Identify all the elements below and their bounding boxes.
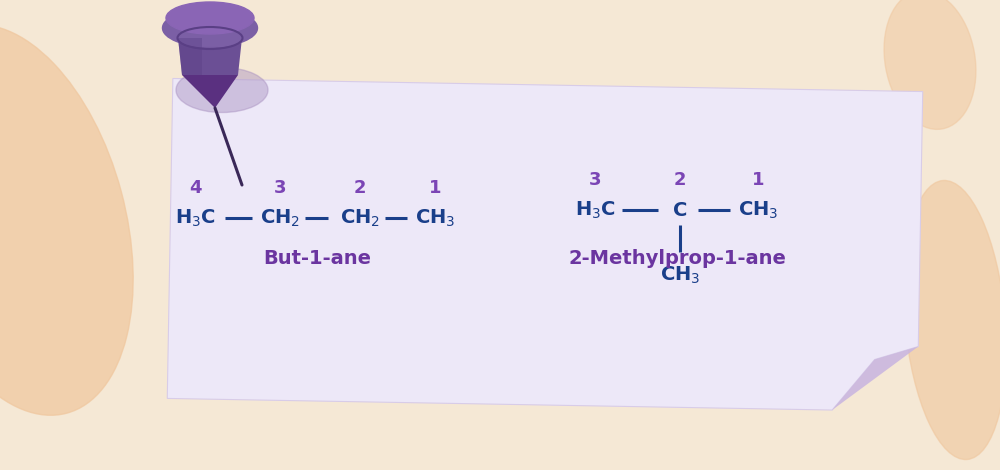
Text: H$_3$C: H$_3$C <box>575 199 615 220</box>
Text: 2: 2 <box>674 171 686 189</box>
Text: 2-Methylprop-1-ane: 2-Methylprop-1-ane <box>569 249 787 267</box>
Text: CH$_3$: CH$_3$ <box>415 207 455 228</box>
Polygon shape <box>178 38 202 75</box>
Text: CH$_2$: CH$_2$ <box>340 207 380 228</box>
Text: 4: 4 <box>189 179 201 197</box>
Polygon shape <box>182 75 238 108</box>
Text: CH$_2$: CH$_2$ <box>260 207 300 228</box>
Text: 3: 3 <box>589 171 601 189</box>
Polygon shape <box>167 78 923 410</box>
Text: CH$_3$: CH$_3$ <box>660 264 700 286</box>
Text: 1: 1 <box>429 179 441 197</box>
Ellipse shape <box>884 0 976 129</box>
Text: 3: 3 <box>274 179 286 197</box>
Text: 2: 2 <box>354 179 366 197</box>
Polygon shape <box>832 346 918 410</box>
Text: H$_3$C: H$_3$C <box>175 207 215 228</box>
Ellipse shape <box>176 68 268 112</box>
Text: C: C <box>673 201 687 219</box>
Polygon shape <box>178 38 242 75</box>
Text: CH$_3$: CH$_3$ <box>738 199 778 220</box>
Ellipse shape <box>166 2 254 34</box>
Text: But-1-ane: But-1-ane <box>264 249 372 267</box>
Ellipse shape <box>904 180 1000 460</box>
Ellipse shape <box>0 25 133 415</box>
Ellipse shape <box>162 9 258 47</box>
Text: 1: 1 <box>752 171 764 189</box>
